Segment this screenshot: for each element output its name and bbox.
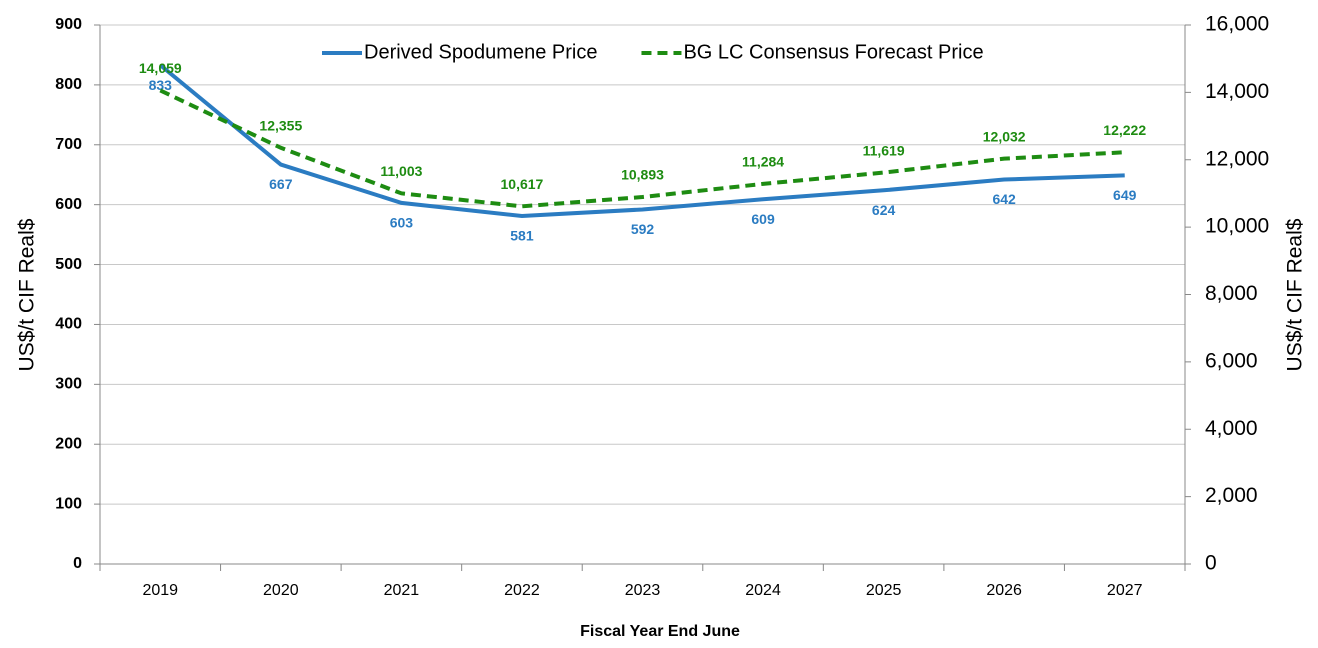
y2-tick-label: 10,000 — [1205, 215, 1269, 238]
data-label: 14,059 — [139, 60, 182, 76]
x-tick-label: 2019 — [142, 582, 178, 599]
y-tick-label: 800 — [55, 76, 82, 93]
data-label: 11,284 — [742, 154, 784, 170]
data-label: 11,619 — [863, 142, 905, 158]
x-tick-label: 2025 — [866, 582, 902, 599]
y2-tick-label: 4,000 — [1205, 417, 1258, 440]
x-tick-label: 2027 — [1107, 582, 1143, 599]
y2-axis-label: US$/t CIF Real$ — [1284, 218, 1307, 371]
data-label: 833 — [149, 77, 173, 93]
data-label: 642 — [992, 191, 1016, 207]
legend-label: Derived Spodumene Price — [364, 41, 597, 63]
y-axis-label: US$/t CIF Real$ — [16, 218, 39, 371]
data-label: 667 — [269, 176, 293, 192]
y2-tick-label: 0 — [1205, 552, 1217, 575]
y-tick-label: 100 — [55, 495, 82, 512]
data-label: 10,893 — [621, 167, 664, 183]
data-label: 12,355 — [259, 117, 302, 133]
data-label: 10,617 — [501, 176, 544, 192]
y2-tick-label: 16,000 — [1205, 13, 1269, 36]
legend-label: BG LC Consensus Forecast Price — [683, 41, 983, 63]
y-tick-label: 900 — [55, 16, 82, 33]
data-label: 581 — [510, 228, 534, 244]
x-tick-label: 2021 — [384, 582, 420, 599]
x-tick-label: 2023 — [625, 582, 661, 599]
data-label: 624 — [872, 202, 896, 218]
x-tick-label: 2024 — [745, 582, 781, 599]
series-line — [159, 63, 1125, 219]
y-tick-label: 400 — [55, 316, 82, 333]
data-label: 12,222 — [1103, 122, 1146, 138]
data-label: 592 — [631, 221, 655, 237]
data-label: 649 — [1113, 187, 1137, 203]
y-tick-label: 200 — [55, 435, 82, 452]
y-tick-label: 500 — [55, 256, 82, 273]
series-line — [159, 88, 1125, 209]
y2-tick-label: 6,000 — [1205, 349, 1258, 372]
data-label: 603 — [390, 215, 414, 231]
x-tick-label: 2022 — [504, 582, 540, 599]
data-label: 12,032 — [983, 128, 1026, 144]
x-axis-label: Fiscal Year End June — [580, 623, 740, 640]
y-tick-label: 0 — [73, 555, 82, 572]
y2-tick-label: 2,000 — [1205, 484, 1258, 507]
x-tick-label: 2026 — [986, 582, 1022, 599]
y2-tick-label: 14,000 — [1205, 80, 1269, 103]
y2-tick-label: 8,000 — [1205, 282, 1258, 305]
y-tick-label: 600 — [55, 196, 82, 213]
y2-tick-label: 12,000 — [1205, 147, 1269, 170]
data-label: 11,003 — [380, 163, 422, 179]
y-tick-label: 700 — [55, 136, 82, 153]
y-tick-label: 300 — [55, 376, 82, 393]
x-tick-label: 2020 — [263, 582, 299, 599]
data-label: 609 — [751, 211, 775, 227]
